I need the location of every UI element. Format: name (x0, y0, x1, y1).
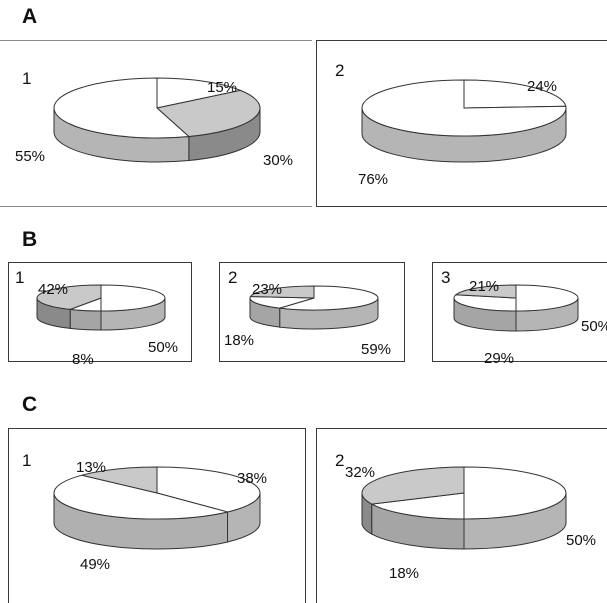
slice-label: 30% (263, 152, 294, 169)
pie-slice-1 (463, 79, 567, 109)
slice-label: 18% (389, 565, 420, 582)
pie-slice-3 (36, 284, 102, 310)
pie-chart-b1 (36, 284, 166, 331)
panel-number: 2 (335, 451, 345, 470)
panel-number: 1 (22, 69, 32, 88)
pie-slice-3 (249, 285, 315, 299)
section-a-letter: A (22, 5, 38, 28)
slice-label: 8% (72, 351, 94, 368)
slice-label: 18% (224, 332, 255, 349)
slice-label: 49% (80, 556, 111, 573)
pie-slice-2 (370, 492, 465, 520)
panel-number: 2 (335, 61, 345, 80)
slice-label: 23% (252, 281, 283, 298)
pie-slice-1 (156, 77, 243, 109)
pie-chart-b2 (249, 285, 379, 330)
slice-label: 76% (358, 171, 389, 188)
pie-slice-3 (81, 466, 158, 494)
pie-slice-1 (463, 466, 567, 520)
panel-number: 3 (441, 268, 451, 287)
figure: { "sections": [ { "letter": "A", "charts… (0, 5, 607, 603)
slice-label: 21% (469, 278, 500, 295)
slice-label: 50% (148, 339, 179, 356)
pie-slice-2 (53, 474, 228, 520)
pie-slice-1 (279, 285, 379, 311)
pie-slice-3 (361, 466, 465, 505)
pie-slice-3 (454, 284, 517, 299)
slice-label: 59% (361, 341, 392, 358)
pie-side-2 (69, 308, 102, 331)
slice-label: 24% (527, 78, 558, 95)
pie-chart-a1 (53, 77, 261, 163)
pie-slice-1 (156, 466, 261, 513)
pie-slice-2 (453, 294, 517, 312)
slice-label: 50% (581, 318, 607, 335)
pie-slice-1 (100, 284, 166, 312)
slice-label: 29% (484, 350, 515, 367)
slice-label: 13% (76, 459, 107, 476)
panel-number: 2 (228, 268, 238, 287)
section-c-letter: C (22, 393, 38, 416)
pie-chart-a2 (361, 79, 567, 163)
pie-slice-2 (249, 295, 315, 309)
pie-chart-b3 (453, 284, 579, 332)
section-b-letter: B (22, 228, 38, 251)
pie-chart-c2 (361, 466, 567, 550)
slice-label: 55% (15, 148, 46, 165)
panel-number: 1 (15, 268, 25, 287)
slice-label: 38% (237, 470, 268, 487)
slice-label: 15% (207, 79, 238, 96)
pie-slice-1 (515, 284, 579, 312)
slice-label: 42% (38, 281, 69, 298)
slice-label: 50% (566, 532, 597, 549)
pie-slice-2 (361, 79, 567, 137)
pie-slice-2 (155, 89, 261, 138)
panel-number: 1 (22, 451, 32, 470)
pie-chart-c1 (53, 466, 261, 550)
slice-label: 32% (345, 464, 376, 481)
pie-slice-3 (53, 77, 191, 139)
